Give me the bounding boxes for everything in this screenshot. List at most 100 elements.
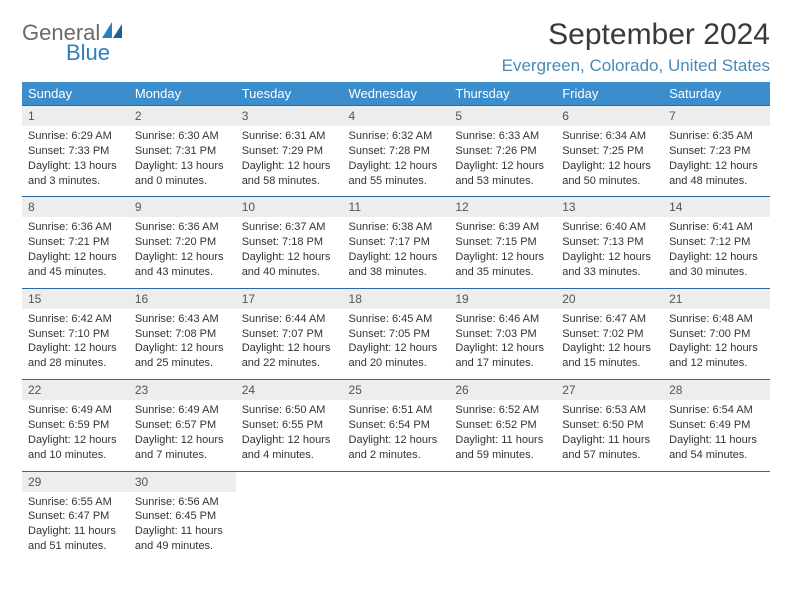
daylight-text: Daylight: 12 hours and 10 minutes. [28,433,123,463]
sunset-text: Sunset: 7:13 PM [562,235,657,250]
sunrise-text: Sunrise: 6:38 AM [349,220,444,235]
day-details: Sunrise: 6:35 AMSunset: 7:23 PMDaylight:… [663,126,770,196]
weekday-header: Thursday [449,82,556,106]
day-details: Sunrise: 6:39 AMSunset: 7:15 PMDaylight:… [449,217,556,287]
day-details: Sunrise: 6:29 AMSunset: 7:33 PMDaylight:… [22,126,129,196]
sunset-text: Sunset: 6:59 PM [28,418,123,433]
sunrise-text: Sunrise: 6:49 AM [135,403,230,418]
day-number: 14 [663,197,770,217]
day-number: 9 [129,197,236,217]
calendar-cell: 6Sunrise: 6:34 AMSunset: 7:25 PMDaylight… [556,106,663,197]
sunrise-text: Sunrise: 6:56 AM [135,495,230,510]
weekday-header: Friday [556,82,663,106]
daylight-text: Daylight: 12 hours and 55 minutes. [349,159,444,189]
sunrise-text: Sunrise: 6:39 AM [455,220,550,235]
sunset-text: Sunset: 7:26 PM [455,144,550,159]
calendar-cell: 17Sunrise: 6:44 AMSunset: 7:07 PMDayligh… [236,288,343,379]
day-number: 25 [343,380,450,400]
sunset-text: Sunset: 7:29 PM [242,144,337,159]
calendar-cell [663,471,770,562]
sunset-text: Sunset: 7:17 PM [349,235,444,250]
calendar-row: 8Sunrise: 6:36 AMSunset: 7:21 PMDaylight… [22,197,770,288]
calendar-cell: 21Sunrise: 6:48 AMSunset: 7:00 PMDayligh… [663,288,770,379]
day-details: Sunrise: 6:51 AMSunset: 6:54 PMDaylight:… [343,400,450,470]
day-number: 7 [663,106,770,126]
sunset-text: Sunset: 6:49 PM [669,418,764,433]
sunrise-text: Sunrise: 6:50 AM [242,403,337,418]
daylight-text: Daylight: 11 hours and 57 minutes. [562,433,657,463]
sunset-text: Sunset: 7:05 PM [349,327,444,342]
day-details: Sunrise: 6:42 AMSunset: 7:10 PMDaylight:… [22,309,129,379]
day-details: Sunrise: 6:34 AMSunset: 7:25 PMDaylight:… [556,126,663,196]
daylight-text: Daylight: 12 hours and 35 minutes. [455,250,550,280]
calendar-cell [343,471,450,562]
daylight-text: Daylight: 11 hours and 51 minutes. [28,524,123,554]
day-details: Sunrise: 6:40 AMSunset: 7:13 PMDaylight:… [556,217,663,287]
daylight-text: Daylight: 12 hours and 40 minutes. [242,250,337,280]
day-details: Sunrise: 6:38 AMSunset: 7:17 PMDaylight:… [343,217,450,287]
day-details: Sunrise: 6:47 AMSunset: 7:02 PMDaylight:… [556,309,663,379]
calendar-cell [556,471,663,562]
calendar-cell: 23Sunrise: 6:49 AMSunset: 6:57 PMDayligh… [129,380,236,471]
sunset-text: Sunset: 7:33 PM [28,144,123,159]
calendar-cell: 22Sunrise: 6:49 AMSunset: 6:59 PMDayligh… [22,380,129,471]
day-number: 5 [449,106,556,126]
daylight-text: Daylight: 12 hours and 58 minutes. [242,159,337,189]
daylight-text: Daylight: 12 hours and 4 minutes. [242,433,337,463]
calendar-cell: 1Sunrise: 6:29 AMSunset: 7:33 PMDaylight… [22,106,129,197]
daylight-text: Daylight: 12 hours and 53 minutes. [455,159,550,189]
sunset-text: Sunset: 7:12 PM [669,235,764,250]
daylight-text: Daylight: 12 hours and 2 minutes. [349,433,444,463]
daylight-text: Daylight: 12 hours and 22 minutes. [242,341,337,371]
calendar-cell [449,471,556,562]
sunrise-text: Sunrise: 6:31 AM [242,129,337,144]
daylight-text: Daylight: 13 hours and 3 minutes. [28,159,123,189]
day-number: 10 [236,197,343,217]
weekday-header: Tuesday [236,82,343,106]
day-number: 29 [22,472,129,492]
sunrise-text: Sunrise: 6:34 AM [562,129,657,144]
day-details: Sunrise: 6:30 AMSunset: 7:31 PMDaylight:… [129,126,236,196]
day-number: 22 [22,380,129,400]
day-number: 30 [129,472,236,492]
daylight-text: Daylight: 11 hours and 54 minutes. [669,433,764,463]
day-details: Sunrise: 6:37 AMSunset: 7:18 PMDaylight:… [236,217,343,287]
daylight-text: Daylight: 12 hours and 45 minutes. [28,250,123,280]
daylight-text: Daylight: 12 hours and 25 minutes. [135,341,230,371]
calendar-cell: 16Sunrise: 6:43 AMSunset: 7:08 PMDayligh… [129,288,236,379]
sunset-text: Sunset: 6:47 PM [28,509,123,524]
day-number: 18 [343,289,450,309]
sunset-text: Sunset: 6:55 PM [242,418,337,433]
daylight-text: Daylight: 12 hours and 28 minutes. [28,341,123,371]
daylight-text: Daylight: 11 hours and 59 minutes. [455,433,550,463]
daylight-text: Daylight: 12 hours and 30 minutes. [669,250,764,280]
logo: General Blue [22,18,124,64]
sunset-text: Sunset: 7:03 PM [455,327,550,342]
day-number: 1 [22,106,129,126]
daylight-text: Daylight: 12 hours and 50 minutes. [562,159,657,189]
sunrise-text: Sunrise: 6:55 AM [28,495,123,510]
sunset-text: Sunset: 6:52 PM [455,418,550,433]
day-details: Sunrise: 6:49 AMSunset: 6:59 PMDaylight:… [22,400,129,470]
calendar-cell: 3Sunrise: 6:31 AMSunset: 7:29 PMDaylight… [236,106,343,197]
calendar-cell: 4Sunrise: 6:32 AMSunset: 7:28 PMDaylight… [343,106,450,197]
day-details: Sunrise: 6:53 AMSunset: 6:50 PMDaylight:… [556,400,663,470]
sunrise-text: Sunrise: 6:52 AM [455,403,550,418]
sunset-text: Sunset: 7:15 PM [455,235,550,250]
sunrise-text: Sunrise: 6:33 AM [455,129,550,144]
sunrise-text: Sunrise: 6:36 AM [135,220,230,235]
calendar-cell [236,471,343,562]
sunrise-text: Sunrise: 6:46 AM [455,312,550,327]
calendar-cell: 26Sunrise: 6:52 AMSunset: 6:52 PMDayligh… [449,380,556,471]
sunrise-text: Sunrise: 6:49 AM [28,403,123,418]
calendar-cell: 24Sunrise: 6:50 AMSunset: 6:55 PMDayligh… [236,380,343,471]
sunset-text: Sunset: 6:45 PM [135,509,230,524]
day-details: Sunrise: 6:49 AMSunset: 6:57 PMDaylight:… [129,400,236,470]
day-details: Sunrise: 6:31 AMSunset: 7:29 PMDaylight:… [236,126,343,196]
sunrise-text: Sunrise: 6:47 AM [562,312,657,327]
daylight-text: Daylight: 12 hours and 20 minutes. [349,341,444,371]
calendar-cell: 30Sunrise: 6:56 AMSunset: 6:45 PMDayligh… [129,471,236,562]
daylight-text: Daylight: 12 hours and 17 minutes. [455,341,550,371]
day-details: Sunrise: 6:48 AMSunset: 7:00 PMDaylight:… [663,309,770,379]
calendar-cell: 12Sunrise: 6:39 AMSunset: 7:15 PMDayligh… [449,197,556,288]
